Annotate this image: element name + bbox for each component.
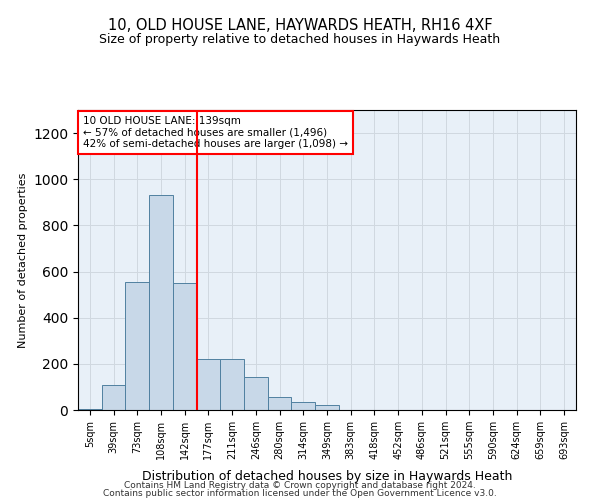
Bar [244, 376, 268, 410]
Bar [315, 406, 339, 410]
Bar [149, 196, 173, 410]
Text: Contains HM Land Registry data © Crown copyright and database right 2024.: Contains HM Land Registry data © Crown c… [124, 480, 476, 490]
Bar [173, 283, 197, 410]
Bar [220, 359, 244, 410]
Bar [292, 402, 315, 410]
Bar [268, 398, 292, 410]
Bar [78, 409, 102, 410]
X-axis label: Distribution of detached houses by size in Haywards Heath: Distribution of detached houses by size … [142, 470, 512, 484]
Text: 10 OLD HOUSE LANE: 139sqm
← 57% of detached houses are smaller (1,496)
42% of se: 10 OLD HOUSE LANE: 139sqm ← 57% of detac… [83, 116, 348, 149]
Bar [197, 359, 220, 410]
Y-axis label: Number of detached properties: Number of detached properties [17, 172, 28, 348]
Text: Size of property relative to detached houses in Haywards Heath: Size of property relative to detached ho… [100, 32, 500, 46]
Text: Contains public sector information licensed under the Open Government Licence v3: Contains public sector information licen… [103, 489, 497, 498]
Bar [102, 384, 125, 410]
Bar [125, 282, 149, 410]
Text: 10, OLD HOUSE LANE, HAYWARDS HEATH, RH16 4XF: 10, OLD HOUSE LANE, HAYWARDS HEATH, RH16… [107, 18, 493, 32]
